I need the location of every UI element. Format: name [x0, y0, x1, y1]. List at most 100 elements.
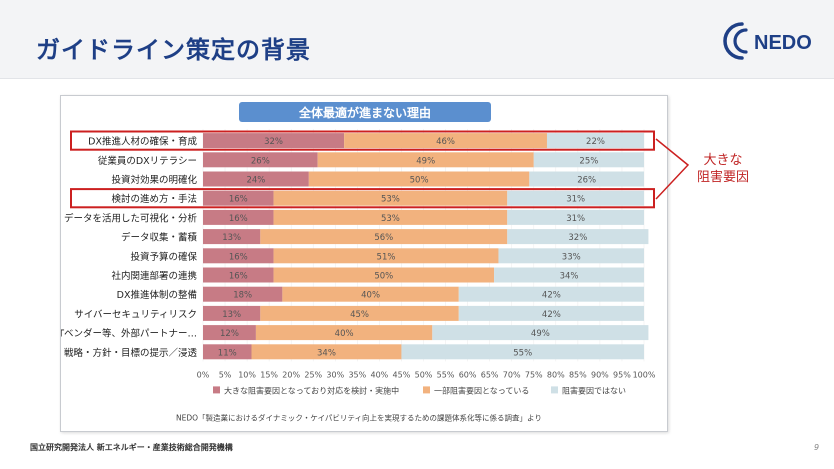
bar-segment [317, 152, 534, 168]
bar-segment [273, 209, 508, 225]
data-label: 24% [246, 176, 265, 186]
bar-segment [344, 133, 547, 149]
callout-line-1: 大きな [703, 153, 743, 168]
legend-swatch [551, 386, 558, 394]
data-label: 13% [222, 233, 241, 243]
x-tick-label: 70% [503, 370, 521, 379]
data-label: 33% [562, 252, 581, 262]
bar-segment [507, 229, 649, 245]
bar-segment [251, 344, 402, 360]
data-label: 16% [229, 195, 248, 205]
x-tick-label: 15% [260, 370, 278, 379]
bar-segment [494, 267, 644, 283]
bar-segment [203, 325, 256, 341]
category-label: データを活用した可視化・分析 [64, 212, 198, 224]
bar-segment [203, 171, 309, 187]
bar-segment [432, 325, 649, 341]
svg-text:NEDO: NEDO [754, 32, 812, 54]
slide-header [0, 0, 834, 79]
data-label: 45% [350, 310, 369, 320]
x-tick-label: 50% [415, 370, 433, 379]
data-label: 31% [566, 214, 585, 224]
bar-segment [260, 305, 459, 321]
x-tick-label: 35% [348, 370, 366, 379]
bar-segment [203, 344, 252, 360]
data-label: 53% [381, 195, 400, 205]
x-tick-label: 25% [304, 370, 322, 379]
legend-label: 阻害要因ではない [562, 385, 626, 395]
data-label: 26% [577, 176, 596, 186]
data-label: 51% [377, 252, 396, 262]
x-tick-label: 90% [591, 370, 609, 379]
bar-segment [203, 248, 274, 264]
bar-segment [308, 171, 530, 187]
data-label: 16% [229, 214, 248, 224]
x-tick-label: 100% [633, 370, 656, 379]
category-label: DX推進体制の整備 [117, 289, 197, 301]
bar-segment [203, 305, 261, 321]
x-tick-label: 85% [569, 370, 587, 379]
data-label: 22% [586, 137, 605, 147]
bar-segment [260, 229, 508, 245]
data-label: 56% [374, 233, 393, 243]
data-label: 11% [218, 348, 237, 358]
x-tick-label: 30% [326, 370, 344, 379]
legend-label: 一部阻害要因となっている [434, 385, 529, 395]
bar-segment [401, 344, 644, 360]
category-label: 検討の進め方・手法 [111, 193, 197, 205]
category-label: 戦略・方針・目標の提示／浸透 [64, 347, 198, 359]
bar-segment [203, 267, 274, 283]
bar-segment [546, 133, 644, 149]
highlight-box [70, 130, 655, 151]
x-tick-label: 55% [437, 370, 455, 379]
bar-segment [529, 171, 644, 187]
nedo-logo: NEDO [723, 22, 812, 60]
bar-segment [282, 286, 459, 302]
category-label: 従業員のDXリテラシー [98, 155, 197, 167]
data-label: 31% [566, 195, 585, 205]
category-label: DX推進人材の確保・育成 [88, 136, 197, 148]
highlight-box [70, 188, 655, 209]
data-label: 50% [374, 272, 393, 282]
callout-bracket [655, 138, 690, 200]
data-label: 53% [381, 214, 400, 224]
page-number: 9 [814, 443, 820, 452]
legend-swatch [423, 386, 430, 394]
data-label: 46% [436, 137, 455, 147]
bar-segment [273, 248, 499, 264]
bar-segment [203, 286, 283, 302]
data-label: 34% [317, 348, 336, 358]
legend-label: 大きな阻害要因となっており対応を検討・実施中 [224, 385, 399, 395]
data-label: 26% [251, 156, 270, 166]
category-label: ITベンダー等、外部パートナー… [61, 328, 197, 340]
data-label: 18% [233, 291, 252, 301]
legend-swatch [213, 386, 220, 394]
bar-segment [273, 267, 495, 283]
bar-segment [255, 325, 433, 341]
bar-segment [507, 190, 644, 206]
x-tick-label: 80% [547, 370, 565, 379]
category-label: サイバーセキュリティリスク [74, 309, 197, 320]
x-tick-label: 75% [525, 370, 543, 379]
data-label: 40% [361, 291, 380, 301]
slide-title: ガイドライン策定の背景 [36, 36, 311, 64]
bar-segment [273, 190, 508, 206]
x-tick-label: 45% [393, 370, 411, 379]
bar-segment [203, 152, 318, 168]
bar-segment [533, 152, 644, 168]
bar-segment [203, 190, 274, 206]
data-label: 42% [542, 310, 561, 320]
callout-line-2: 阻害要因 [697, 170, 750, 185]
data-label: 49% [531, 329, 550, 339]
data-label: 13% [222, 310, 241, 320]
data-label: 40% [335, 329, 354, 339]
chart-panel: 全体最適が進まない理由 DX推進人材の確保・育成 32% 46% 22% 従業員のDXリテ… [60, 95, 668, 432]
category-label: 投資予算の確保 [130, 251, 197, 263]
bar-segment [458, 286, 644, 302]
data-label: 16% [229, 272, 248, 282]
bar-segment [458, 305, 644, 321]
stacked-bar-chart: 全体最適が進まない理由 DX推進人材の確保・育成 32% 46% 22% 従業員のDXリテ… [61, 102, 656, 422]
bar-segment [498, 248, 644, 264]
data-label: 12% [220, 329, 239, 339]
data-label: 32% [264, 137, 283, 147]
